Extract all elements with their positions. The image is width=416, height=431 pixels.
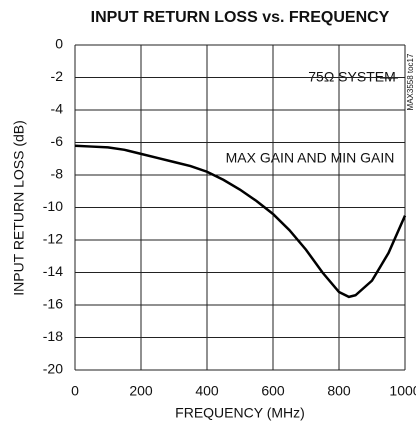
data-line bbox=[74, 144, 407, 299]
x-tick-label: 1000 bbox=[389, 383, 416, 399]
x-tick-label: 800 bbox=[327, 383, 351, 399]
y-tick-label: -18 bbox=[43, 328, 63, 344]
y-tick-label: -16 bbox=[43, 296, 63, 312]
y-tick-label: -14 bbox=[43, 263, 63, 279]
chart-title: INPUT RETURN LOSS vs. FREQUENCY bbox=[91, 9, 390, 26]
x-axis-label: FREQUENCY (MHz) bbox=[175, 405, 305, 421]
y-axis-label: INPUT RETURN LOSS (dB) bbox=[11, 120, 27, 296]
x-tick-label: 200 bbox=[129, 383, 153, 399]
figure-code: MAX3558 toc17 bbox=[406, 53, 415, 110]
y-tick-label: -10 bbox=[43, 198, 63, 214]
y-tick-label: -4 bbox=[51, 101, 64, 117]
y-tick-label: -8 bbox=[51, 166, 64, 182]
annotation: MAX GAIN AND MIN GAIN bbox=[226, 150, 395, 166]
x-tick-label: 600 bbox=[261, 383, 285, 399]
y-tick-label: -6 bbox=[51, 133, 64, 149]
y-tick-label: 0 bbox=[55, 36, 63, 52]
x-tick-label: 400 bbox=[195, 383, 219, 399]
y-tick-label: -20 bbox=[43, 361, 63, 377]
y-tick-label: -12 bbox=[43, 231, 63, 247]
x-tick-label: 0 bbox=[71, 383, 79, 399]
annotation: 75Ω SYSTEM bbox=[308, 69, 396, 85]
y-tick-label: -2 bbox=[51, 68, 64, 84]
